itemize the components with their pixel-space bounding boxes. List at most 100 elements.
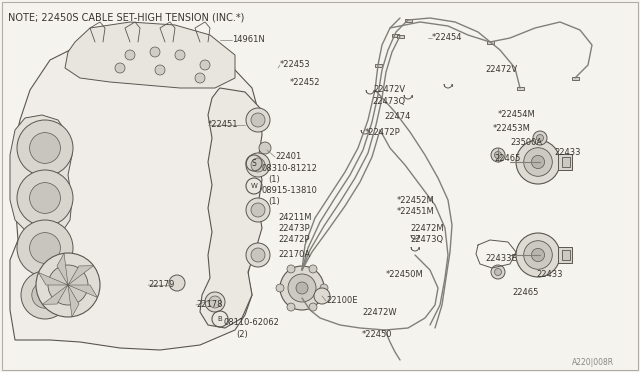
Text: 22433: 22433 <box>554 148 580 157</box>
Circle shape <box>32 282 58 308</box>
Text: 22473P: 22473P <box>278 224 310 233</box>
Polygon shape <box>10 115 72 238</box>
Bar <box>562 250 570 260</box>
Text: *22450: *22450 <box>362 330 392 339</box>
Bar <box>375 64 382 67</box>
Text: 22179: 22179 <box>148 280 174 289</box>
Text: 14961N: 14961N <box>232 35 265 44</box>
Circle shape <box>115 63 125 73</box>
Bar <box>572 77 579 80</box>
Circle shape <box>200 60 210 70</box>
Text: 22178: 22178 <box>196 300 223 309</box>
Text: *22452M: *22452M <box>397 196 435 205</box>
Text: 22472M: 22472M <box>410 224 444 233</box>
Bar <box>558 247 572 263</box>
Circle shape <box>209 296 221 308</box>
Text: A220|008R: A220|008R <box>572 358 614 367</box>
Text: 08310-81212: 08310-81212 <box>262 164 318 173</box>
Circle shape <box>309 265 317 273</box>
Text: 22472W: 22472W <box>362 308 397 317</box>
Circle shape <box>169 275 185 291</box>
Circle shape <box>495 269 502 276</box>
Text: *22451M: *22451M <box>397 207 435 216</box>
Text: S: S <box>252 158 257 167</box>
Circle shape <box>17 170 73 226</box>
Bar <box>405 19 412 22</box>
Circle shape <box>17 120 73 176</box>
Circle shape <box>17 220 73 276</box>
Text: 22100E: 22100E <box>326 296 358 305</box>
Circle shape <box>516 233 560 277</box>
Circle shape <box>491 265 505 279</box>
Bar <box>562 157 570 167</box>
Circle shape <box>48 265 88 305</box>
Text: 22472V: 22472V <box>485 65 517 74</box>
Circle shape <box>491 148 505 162</box>
Circle shape <box>288 274 316 302</box>
Text: 22473Q: 22473Q <box>372 97 405 106</box>
Circle shape <box>280 266 324 310</box>
Text: (2): (2) <box>236 330 248 339</box>
Circle shape <box>309 303 317 311</box>
Text: *22472P: *22472P <box>365 128 401 137</box>
Circle shape <box>287 303 295 311</box>
Text: 22472P: 22472P <box>278 235 310 244</box>
Circle shape <box>29 232 60 263</box>
Text: (1): (1) <box>268 175 280 184</box>
Circle shape <box>524 148 552 176</box>
Polygon shape <box>200 88 262 328</box>
Circle shape <box>251 158 265 172</box>
Circle shape <box>314 288 330 304</box>
Circle shape <box>246 198 270 222</box>
Circle shape <box>195 73 205 83</box>
Circle shape <box>246 108 270 132</box>
Polygon shape <box>68 285 97 298</box>
Text: 24211M: 24211M <box>278 213 312 222</box>
Bar <box>397 35 404 38</box>
Polygon shape <box>10 42 258 350</box>
Circle shape <box>29 132 60 163</box>
Circle shape <box>516 140 560 184</box>
Text: *22454M: *22454M <box>498 110 536 119</box>
Bar <box>517 87 524 90</box>
Bar <box>392 34 399 37</box>
Polygon shape <box>65 22 235 88</box>
Text: 22472V: 22472V <box>373 85 405 94</box>
Circle shape <box>36 253 100 317</box>
Circle shape <box>320 284 328 292</box>
Text: B: B <box>218 316 222 322</box>
Text: 22473Q: 22473Q <box>410 235 443 244</box>
Text: 08915-13810: 08915-13810 <box>262 186 318 195</box>
Circle shape <box>150 47 160 57</box>
Circle shape <box>21 271 69 319</box>
Text: *22452: *22452 <box>290 78 321 87</box>
Circle shape <box>251 113 265 127</box>
Circle shape <box>125 50 135 60</box>
Text: *22453M: *22453M <box>493 124 531 133</box>
Circle shape <box>524 241 552 269</box>
Circle shape <box>155 65 165 75</box>
Circle shape <box>531 248 545 262</box>
Text: 22465: 22465 <box>494 154 520 163</box>
Text: NOTE; 22450S CABLE SET-HIGH TENSION (INC.*): NOTE; 22450S CABLE SET-HIGH TENSION (INC… <box>8 12 244 22</box>
Circle shape <box>531 155 545 169</box>
Circle shape <box>246 153 270 177</box>
Circle shape <box>296 282 308 294</box>
Text: 22433E: 22433E <box>485 254 516 263</box>
Text: (1): (1) <box>268 197 280 206</box>
Bar <box>558 154 572 170</box>
Text: *22454: *22454 <box>432 33 463 42</box>
Polygon shape <box>68 285 79 317</box>
Circle shape <box>495 151 502 158</box>
Text: 08110-62062: 08110-62062 <box>224 318 280 327</box>
Polygon shape <box>68 266 93 285</box>
Text: 22465: 22465 <box>512 288 538 297</box>
Text: 22401: 22401 <box>275 152 301 161</box>
Polygon shape <box>38 273 68 285</box>
Circle shape <box>251 203 265 217</box>
Polygon shape <box>57 253 68 285</box>
Text: *22451: *22451 <box>208 120 239 129</box>
Circle shape <box>533 131 547 145</box>
Circle shape <box>251 248 265 262</box>
Text: 22170A: 22170A <box>278 250 310 259</box>
